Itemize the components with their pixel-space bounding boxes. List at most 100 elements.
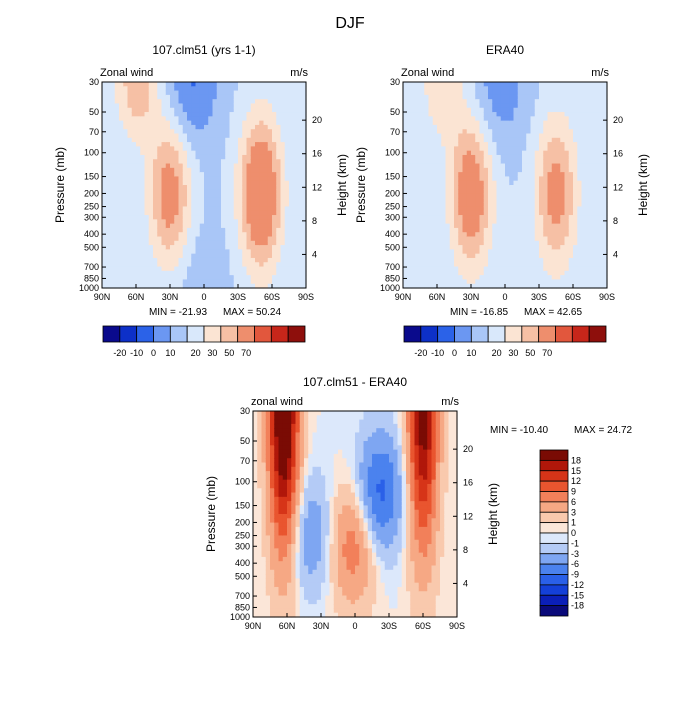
heatmap-cell (153, 168, 158, 173)
heatmap-cell (145, 271, 150, 276)
heatmap-cell (123, 138, 128, 143)
heatmap-cell (153, 146, 158, 151)
heatmap-cell (441, 138, 446, 143)
heatmap-cell (270, 484, 275, 489)
heatmap-cell (153, 138, 158, 143)
heatmap-cell (102, 254, 107, 259)
heatmap-cell (225, 232, 230, 237)
heatmap-cell (187, 232, 192, 237)
heatmap-cell (123, 82, 128, 87)
heatmap-cell (255, 138, 260, 143)
heatmap-cell (270, 432, 275, 437)
heatmap-cell (145, 241, 150, 246)
heatmap-cell (242, 155, 247, 160)
heatmap-cell (230, 103, 235, 108)
y-tick-label: 400 (385, 229, 400, 239)
heatmap-cell (200, 155, 205, 160)
heatmap-cell (526, 164, 531, 169)
heatmap-cell (289, 241, 294, 246)
heatmap-cell (450, 211, 455, 216)
heatmap-cell (582, 228, 587, 233)
heatmap-cell (272, 194, 277, 199)
heatmap-cell (170, 91, 175, 96)
heatmap-cell (484, 125, 489, 130)
y-tick-label: 700 (385, 262, 400, 272)
heatmap-cell (433, 159, 438, 164)
heatmap-cell (594, 168, 599, 173)
heatmap-cell (170, 232, 175, 237)
heatmap-cell (458, 215, 463, 220)
heatmap-cell (170, 198, 175, 203)
heatmap-cell (200, 232, 205, 237)
heatmap-cell (492, 103, 497, 108)
heatmap-cell (458, 194, 463, 199)
heatmap-cell (569, 258, 574, 263)
heatmap-cell (200, 189, 205, 194)
heatmap-cell (497, 181, 502, 186)
heatmap-cell (191, 275, 196, 280)
heatmap-cell (187, 176, 192, 181)
heatmap-cell (196, 95, 201, 100)
heatmap-cell (257, 501, 262, 506)
heatmap-cell (298, 112, 303, 117)
heatmap-cell (475, 125, 480, 130)
heatmap-cell (441, 228, 446, 233)
heatmap-cell (200, 112, 205, 117)
heatmap-cell (492, 211, 497, 216)
heatmap-cell (281, 254, 286, 259)
heatmap-cell (225, 224, 230, 229)
heatmap-cell (200, 134, 205, 139)
heatmap-cell (145, 181, 150, 186)
heatmap-cell (441, 271, 446, 276)
heatmap-cell (136, 198, 141, 203)
heatmap-cell (238, 121, 243, 126)
heatmap-cell (484, 262, 489, 267)
heatmap-cell (407, 189, 412, 194)
heatmap-cell (577, 86, 582, 91)
heatmap-cell (106, 99, 111, 104)
heatmap-cell (407, 215, 412, 220)
heatmap-cell (560, 86, 565, 91)
heatmap-cell (446, 202, 451, 207)
heatmap-cell (102, 82, 107, 87)
heatmap-cell (289, 202, 294, 207)
heatmap-cell (522, 185, 527, 190)
heatmap-cell (213, 211, 218, 216)
heatmap-cell (424, 146, 429, 151)
heatmap-cell (475, 146, 480, 151)
heatmap-cell (514, 95, 519, 100)
heatmap-cell (174, 86, 179, 91)
heatmap-cell (253, 467, 258, 472)
heatmap-cell (179, 172, 184, 177)
heatmap-cell (509, 134, 514, 139)
heatmap-cell (251, 164, 256, 169)
heatmap-cell (420, 185, 425, 190)
heatmap-cell (412, 176, 417, 181)
heatmap-cell (535, 155, 540, 160)
heatmap-cell (450, 134, 455, 139)
heatmap-cell (259, 258, 264, 263)
heatmap-cell (115, 99, 120, 104)
heatmap-cell (531, 237, 536, 242)
heatmap-cell (259, 206, 264, 211)
heatmap-cell (293, 189, 298, 194)
heatmap-cell (191, 125, 196, 130)
heatmap-cell (569, 82, 574, 87)
heatmap-cell (471, 245, 476, 250)
heatmap-cell (196, 249, 201, 254)
heatmap-cell (162, 206, 167, 211)
heatmap-cell (225, 249, 230, 254)
heatmap-cell (573, 189, 578, 194)
heatmap-cell (145, 224, 150, 229)
heatmap-cell (247, 142, 252, 147)
heatmap-cell (463, 146, 468, 151)
heatmap-cell (492, 116, 497, 121)
heatmap-cell (268, 125, 273, 130)
heatmap-cell (577, 151, 582, 156)
heatmap-cell (590, 116, 595, 121)
field-label: zonal wind (251, 396, 303, 408)
heatmap-cell (196, 254, 201, 259)
heatmap-cell (242, 146, 247, 151)
heatmap-cell (556, 116, 561, 121)
heatmap-cell (446, 125, 451, 130)
